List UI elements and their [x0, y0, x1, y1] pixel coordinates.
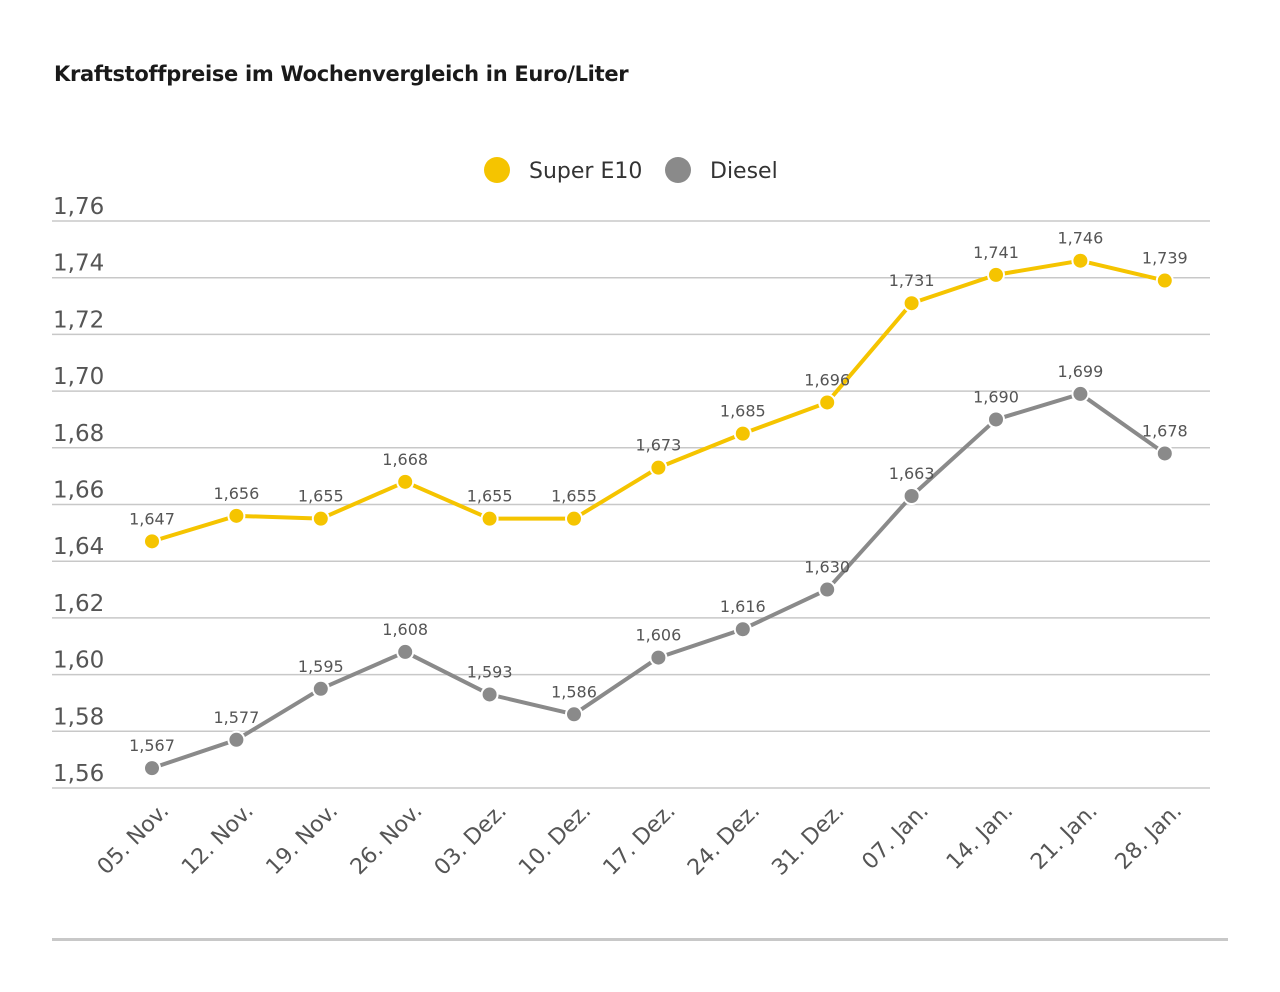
- data-point-diesel: [227, 730, 246, 749]
- data-label-diesel: 1,586: [551, 682, 597, 701]
- data-point-super-e10: [143, 532, 161, 551]
- data-label-diesel: 1,608: [382, 620, 428, 639]
- data-label-diesel: 1,630: [804, 558, 850, 577]
- data-label-super-e10: 1,655: [551, 487, 597, 506]
- data-point-super-e10: [1071, 251, 1090, 270]
- data-point-super-e10: [733, 424, 752, 443]
- data-point-super-e10: [649, 458, 668, 477]
- x-tick-label: 24. Dez.: [683, 799, 765, 881]
- data-point-diesel: [480, 685, 499, 704]
- y-tick-label: 1,60: [53, 648, 104, 674]
- data-label-super-e10: 1,655: [298, 487, 344, 506]
- data-point-diesel: [818, 580, 837, 599]
- data-label-diesel: 1,577: [213, 708, 259, 727]
- data-label-super-e10: 1,673: [635, 436, 681, 455]
- x-tick-label: 28. Jan.: [1111, 799, 1187, 875]
- y-tick-label: 1,66: [53, 478, 104, 504]
- data-label-super-e10: 1,731: [889, 271, 935, 290]
- data-point-diesel: [565, 705, 583, 724]
- data-point-super-e10: [311, 509, 330, 528]
- data-point-super-e10: [818, 393, 837, 412]
- x-tick-label: 26. Nov.: [346, 799, 427, 880]
- data-label-diesel: 1,699: [1057, 362, 1103, 381]
- data-label-diesel: 1,616: [720, 597, 766, 616]
- x-tick-label: 17. Dez.: [599, 799, 681, 881]
- legend-marker-diesel: [665, 157, 691, 183]
- data-point-diesel: [143, 759, 161, 778]
- legend-marker-super-e10: [484, 157, 510, 183]
- data-point-diesel: [649, 648, 668, 667]
- y-tick-label: 1,74: [53, 251, 104, 277]
- y-tick-label: 1,68: [53, 421, 104, 447]
- series-layer: 1,647 1,656 1,655 1,668 1,655 1,655 1,673 1,685…: [129, 229, 1188, 778]
- data-point-diesel: [987, 410, 1005, 429]
- data-label-super-e10: 1,655: [467, 487, 513, 506]
- data-point-super-e10: [987, 265, 1005, 284]
- data-label-diesel: 1,606: [635, 626, 681, 645]
- data-point-diesel: [902, 486, 921, 505]
- chart-title: Kraftstoffpreise im Wochenvergleich in E…: [54, 62, 629, 86]
- y-tick-label: 1,76: [53, 194, 104, 220]
- data-label-super-e10: 1,746: [1057, 229, 1103, 248]
- x-tick-label: 21. Jan.: [1026, 799, 1102, 875]
- data-label-diesel: 1,678: [1142, 421, 1188, 440]
- data-label-super-e10: 1,739: [1142, 249, 1188, 268]
- x-tick-label: 19. Nov.: [262, 799, 343, 880]
- data-label-super-e10: 1,668: [382, 450, 428, 469]
- x-axis: 05. Nov. 12. Nov. 19. Nov. 26. Nov. 03. Dez.…: [93, 799, 1187, 881]
- y-tick-label: 1,58: [53, 704, 104, 730]
- data-point-super-e10: [227, 506, 246, 525]
- data-label-super-e10: 1,741: [973, 243, 1019, 262]
- series-super-e10: 1,647 1,656 1,655 1,668 1,655 1,655 1,673 1,685…: [129, 229, 1188, 551]
- y-tick-label: 1,64: [53, 534, 104, 560]
- legend-label-diesel: Diesel: [710, 159, 778, 184]
- data-point-diesel: [733, 620, 752, 639]
- x-tick-label: 12. Nov.: [177, 799, 258, 880]
- data-point-diesel: [396, 642, 415, 661]
- data-point-diesel: [1071, 384, 1090, 403]
- data-label-super-e10: 1,656: [213, 484, 259, 503]
- bottom-divider: [52, 938, 1228, 941]
- x-tick-label: 05. Nov.: [93, 799, 174, 880]
- legend: Super E10 Diesel: [484, 157, 778, 184]
- x-tick-label: 31. Dez.: [767, 799, 849, 881]
- data-point-super-e10: [396, 472, 415, 491]
- data-point-super-e10: [902, 294, 921, 313]
- data-label-super-e10: 1,647: [129, 509, 175, 528]
- data-point-super-e10: [480, 509, 499, 528]
- y-tick-label: 1,56: [53, 761, 104, 787]
- x-tick-label: 07. Jan.: [858, 799, 934, 875]
- data-label-diesel: 1,690: [973, 387, 1019, 406]
- series-diesel: 1,567 1,577 1,595 1,608 1,593 1,586 1,606 1,616…: [129, 362, 1188, 778]
- data-point-super-e10: [1155, 271, 1174, 290]
- y-tick-label: 1,70: [53, 364, 104, 390]
- data-label-super-e10: 1,696: [804, 370, 850, 389]
- data-point-diesel: [1155, 444, 1174, 463]
- data-point-diesel: [311, 679, 330, 698]
- y-tick-label: 1,62: [53, 591, 104, 617]
- data-label-diesel: 1,593: [467, 662, 513, 681]
- data-label-diesel: 1,663: [889, 464, 935, 483]
- x-tick-label: 10. Dez.: [514, 799, 596, 881]
- x-tick-label: 14. Jan.: [942, 799, 1018, 875]
- data-label-diesel: 1,567: [129, 736, 175, 755]
- y-axis: 1,56 1,58 1,60 1,62 1,64 1,66 1,68 1,70 1,72 1,74…: [53, 194, 104, 787]
- data-point-super-e10: [565, 509, 583, 528]
- y-tick-label: 1,72: [53, 307, 104, 333]
- grid-lines: [52, 220, 1210, 789]
- x-tick-label: 03. Dez.: [430, 799, 512, 881]
- data-label-super-e10: 1,685: [720, 402, 766, 421]
- legend-label-super-e10: Super E10: [529, 159, 642, 184]
- data-label-diesel: 1,595: [298, 657, 344, 676]
